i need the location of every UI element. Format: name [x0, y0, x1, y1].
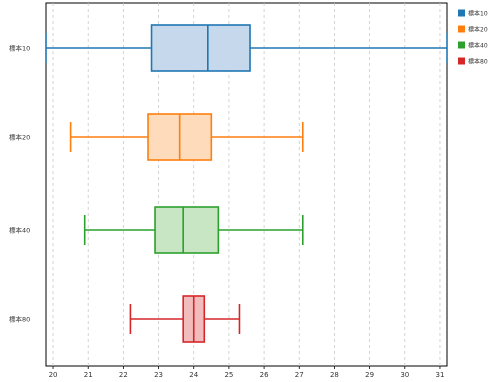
- legend: 標本10 標本20 標本40 標本80: [458, 9, 488, 66]
- legend-swatch: [458, 41, 465, 49]
- iqr-box: [154, 206, 220, 254]
- x-tick-label: 31: [436, 371, 445, 379]
- legend-label: 標本80: [468, 58, 488, 66]
- y-category-label: 標本40: [9, 226, 30, 235]
- x-tick-label: 26: [260, 371, 269, 379]
- y-category-label: 標本10: [9, 44, 30, 53]
- box-4: [129, 295, 241, 343]
- x-tick-label: 30: [400, 371, 409, 379]
- legend-swatch: [458, 25, 465, 33]
- y-category-label: 標本20: [9, 133, 30, 142]
- x-tick-label: 27: [295, 371, 304, 379]
- x-tick-label: 24: [189, 371, 198, 379]
- x-tick-label: 25: [224, 371, 233, 379]
- legend-label: 標本20: [468, 26, 488, 34]
- x-tick-label: 20: [49, 371, 58, 379]
- x-tick-label: 21: [84, 371, 93, 379]
- x-tick-label: 22: [119, 371, 128, 379]
- boxes: [45, 24, 448, 343]
- x-axis-ticks: 20 21 22 23 24 25 26 27 28 29 30 31: [49, 366, 445, 379]
- legend-label: 標本40: [468, 42, 488, 50]
- y-axis-labels: 標本10 標本20 標本40 標本80: [9, 44, 30, 324]
- legend-label: 標本10: [468, 10, 488, 18]
- x-tick-label: 29: [365, 371, 374, 379]
- box-1: [45, 24, 448, 72]
- y-category-label: 標本80: [9, 315, 30, 324]
- legend-swatch: [458, 9, 465, 17]
- iqr-box: [150, 24, 251, 72]
- x-tick-label: 23: [154, 371, 163, 379]
- box-2: [69, 113, 304, 161]
- grid: [52, 3, 441, 366]
- legend-swatch: [458, 57, 465, 65]
- box-3: [83, 206, 304, 254]
- x-tick-label: 28: [330, 371, 339, 379]
